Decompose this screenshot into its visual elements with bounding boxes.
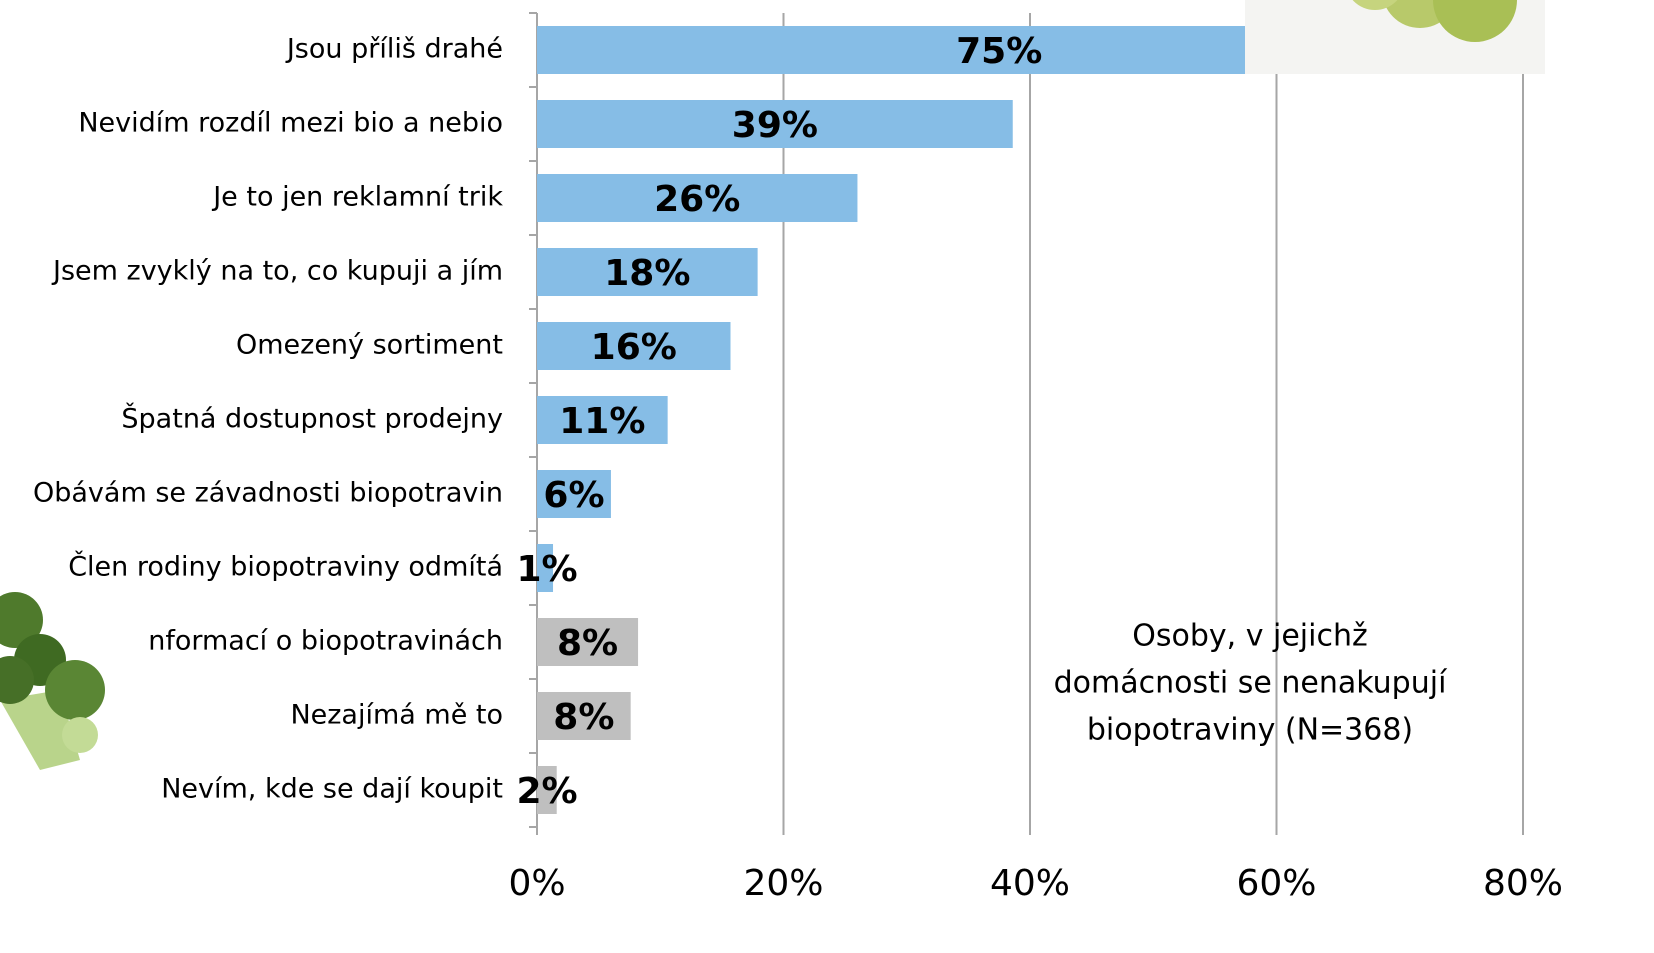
value-label: 6% [543, 475, 604, 516]
value-label: 16% [591, 327, 677, 368]
category-label: Je to jen reklamní trik [211, 182, 503, 213]
value-label: 2% [516, 771, 577, 812]
labels: 0% 20% 40% 60% 80% Jsou příliš drahé 75% Nevidí… [33, 31, 1563, 904]
bar [537, 396, 668, 444]
bar [537, 618, 639, 666]
category-label: Jsou příliš drahé [285, 34, 503, 65]
x-tick-label: 0% [508, 863, 565, 904]
annotation: biopotraviny (N=368) [1087, 713, 1413, 748]
category-label: nformací o biopotravinách [148, 626, 503, 657]
category-label: Nevidím rozdíl mezi bio a nebio [78, 108, 503, 139]
bar [537, 766, 557, 814]
value-label: 18% [604, 253, 690, 294]
x-tick-label: 60% [1236, 863, 1316, 904]
bar [537, 248, 758, 296]
value-label: 26% [654, 179, 740, 220]
bar [537, 692, 631, 740]
category-label: Obávám se závadnosti biopotravin [33, 478, 503, 509]
value-label: 8% [557, 623, 618, 664]
category-label: Špatná dostupnost prodejny [121, 403, 503, 435]
bar [537, 322, 731, 370]
broccoli-image [0, 592, 105, 770]
value-label: 39% [732, 105, 818, 146]
value-label: 11% [559, 401, 645, 442]
category-label: Nevím, kde se dají koupit [161, 774, 503, 805]
bar [537, 174, 858, 222]
bar [537, 470, 611, 518]
x-tick-label: 40% [990, 863, 1070, 904]
grid [529, 12, 1524, 835]
value-label: 75% [956, 31, 1042, 72]
bar [537, 544, 554, 592]
apple-image [1245, 0, 1545, 74]
x-tick-label: 20% [743, 863, 823, 904]
annotation: Osoby, v jejichž [1132, 619, 1367, 654]
annotation: domácnosti se nenakupují [1054, 666, 1448, 701]
category-label: Člen rodiny biopotraviny odmítá [68, 551, 503, 583]
category-label: Omezený sortiment [236, 330, 503, 361]
x-tick-label: 80% [1483, 863, 1563, 904]
value-label: 8% [553, 697, 614, 738]
category-label: Jsem zvyklý na to, co kupuji a jím [51, 256, 503, 287]
category-label: Nezajímá mě to [290, 700, 503, 731]
bar [537, 100, 1013, 148]
value-label: 1% [516, 549, 577, 590]
